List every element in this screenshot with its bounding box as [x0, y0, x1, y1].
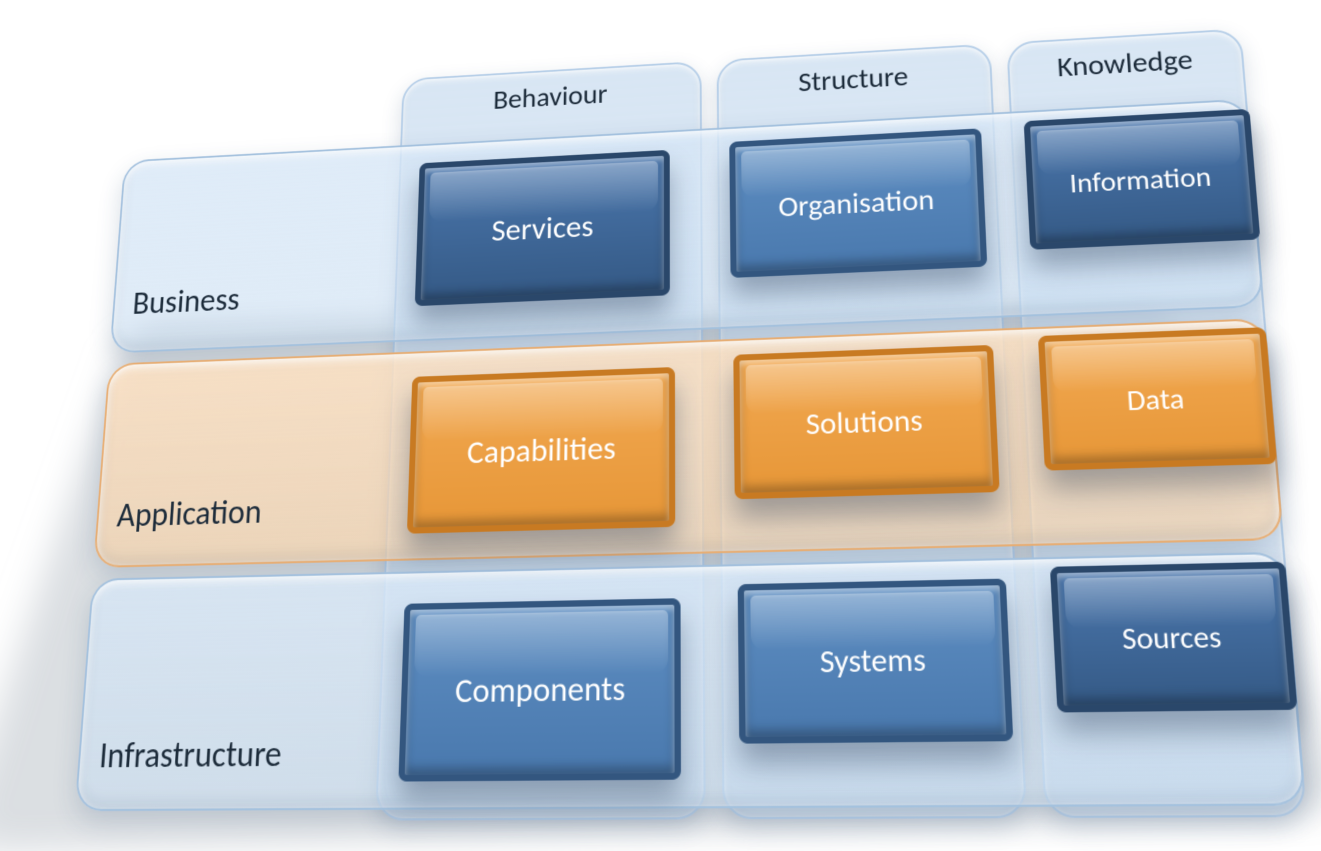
row-label-application: Application [116, 492, 263, 536]
cell-business-knowledge: Information [1024, 109, 1261, 250]
row-label-infrastructure: Infrastructure [98, 733, 283, 777]
row-label-business: Business [131, 281, 240, 323]
matrix-scene: Behaviour Structure Knowledge Business A… [74, 29, 1302, 818]
cell-application-knowledge: Data [1038, 327, 1277, 470]
cell-application-structure: Solutions [733, 345, 999, 499]
cell-infrastructure-knowledge: Sources [1050, 562, 1298, 713]
cell-infrastructure-structure: Systems [738, 579, 1014, 744]
column-header-structure: Structure [719, 55, 991, 105]
cell-business-behaviour: Services [415, 150, 670, 306]
diagram-stage: Behaviour Structure Knowledge Business A… [0, 0, 1321, 851]
cell-business-structure: Organisation [729, 128, 987, 278]
column-header-behaviour: Behaviour [403, 72, 700, 122]
column-header-knowledge: Knowledge [1009, 40, 1243, 88]
cell-application-behaviour: Capabilities [407, 367, 675, 534]
cell-infrastructure-behaviour: Components [398, 598, 681, 781]
